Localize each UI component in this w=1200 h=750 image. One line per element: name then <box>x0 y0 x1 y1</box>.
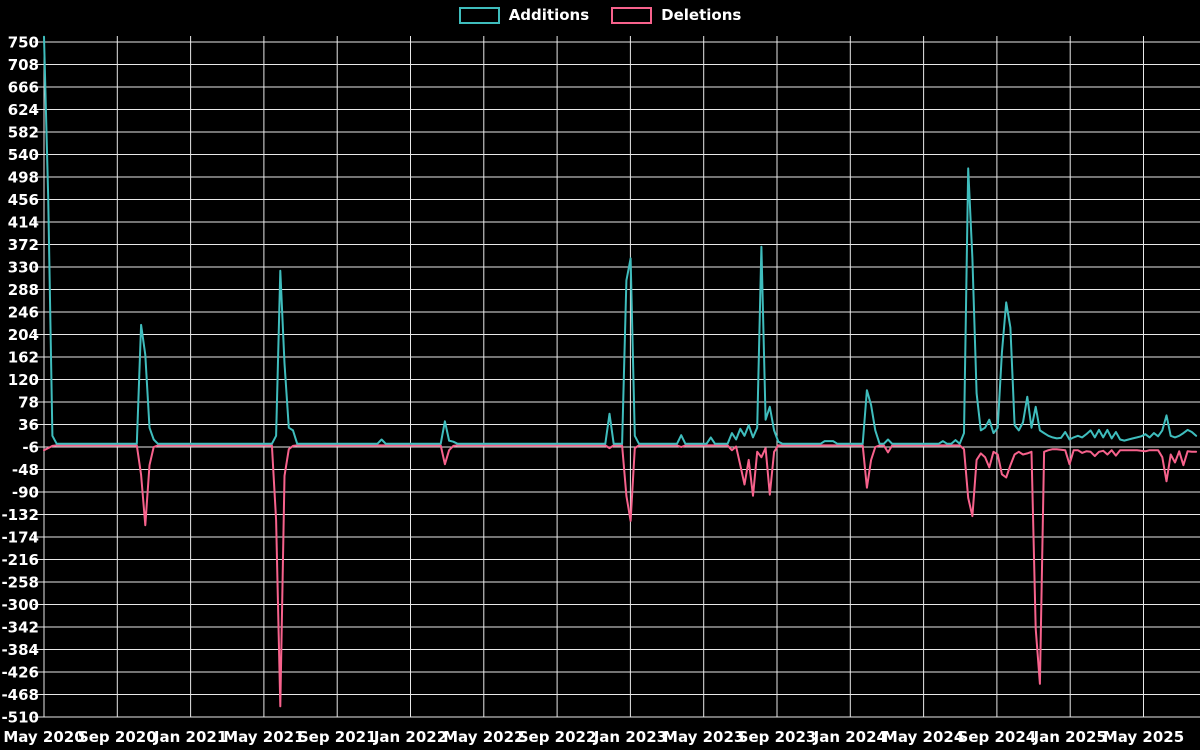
svg-text:624: 624 <box>8 101 39 119</box>
svg-text:456: 456 <box>8 191 39 209</box>
svg-text:Jan 2022: Jan 2022 <box>373 728 447 746</box>
deletions-swatch-icon <box>611 6 653 24</box>
svg-text:-216: -216 <box>1 551 39 569</box>
svg-text:-384: -384 <box>1 641 39 659</box>
svg-text:540: 540 <box>8 146 39 164</box>
svg-text:-132: -132 <box>1 506 39 524</box>
svg-text:Jan 2021: Jan 2021 <box>153 728 227 746</box>
svg-text:-174: -174 <box>1 529 39 547</box>
svg-text:204: 204 <box>8 326 39 344</box>
svg-text:372: 372 <box>8 236 39 254</box>
svg-text:36: 36 <box>18 416 39 434</box>
legend-item-deletions[interactable]: Deletions <box>611 6 741 24</box>
svg-text:Sep 2022: Sep 2022 <box>518 728 597 746</box>
svg-text:666: 666 <box>8 79 39 97</box>
svg-text:330: 330 <box>8 259 39 277</box>
svg-text:May 2021: May 2021 <box>223 728 304 746</box>
svg-text:708: 708 <box>8 56 39 74</box>
svg-text:Sep 2023: Sep 2023 <box>738 728 817 746</box>
svg-text:-426: -426 <box>1 664 39 682</box>
svg-text:Jan 2024: Jan 2024 <box>813 728 887 746</box>
svg-text:Sep 2024: Sep 2024 <box>958 728 1037 746</box>
svg-text:Jan 2023: Jan 2023 <box>593 728 667 746</box>
svg-text:750: 750 <box>8 34 39 52</box>
svg-text:May 2023: May 2023 <box>663 728 744 746</box>
additions-line <box>43 35 1198 445</box>
svg-text:-468: -468 <box>1 686 39 704</box>
additions-swatch-icon <box>458 6 500 24</box>
svg-text:78: 78 <box>18 394 39 412</box>
svg-text:498: 498 <box>8 169 39 187</box>
svg-text:-6: -6 <box>22 439 39 457</box>
svg-text:May 2024: May 2024 <box>883 728 964 746</box>
svg-text:May 2025: May 2025 <box>1103 728 1184 746</box>
svg-text:Jan 2025: Jan 2025 <box>1033 728 1107 746</box>
svg-text:-90: -90 <box>12 484 39 502</box>
svg-text:Sep 2020: Sep 2020 <box>78 728 157 746</box>
svg-text:414: 414 <box>8 214 39 232</box>
svg-text:-510: -510 <box>1 709 39 727</box>
svg-text:May 2022: May 2022 <box>443 728 524 746</box>
svg-text:582: 582 <box>8 124 39 142</box>
svg-text:May 2020: May 2020 <box>3 728 84 746</box>
chart-legend: Additions Deletions <box>0 6 1200 24</box>
deletions-line <box>43 444 1198 708</box>
svg-text:-258: -258 <box>1 574 39 592</box>
svg-text:-342: -342 <box>1 619 39 637</box>
y-axis-tick-labels: 750 708 666 624 582 540 498 456 414 372 330 288 246 2… <box>1 34 39 727</box>
vertical-gridlines <box>43 36 1144 718</box>
svg-text:288: 288 <box>8 281 39 299</box>
svg-text:246: 246 <box>8 304 39 322</box>
svg-text:Sep 2021: Sep 2021 <box>298 728 377 746</box>
svg-text:162: 162 <box>8 349 39 367</box>
deletions-legend-label: Deletions <box>661 6 742 24</box>
svg-text:-300: -300 <box>1 596 39 614</box>
legend-item-additions[interactable]: Additions <box>458 6 590 24</box>
svg-text:120: 120 <box>8 371 39 389</box>
horizontal-gridlines <box>33 41 1200 718</box>
svg-text:-48: -48 <box>12 461 39 479</box>
series-lines <box>43 35 1198 708</box>
additions-legend-label: Additions <box>508 6 590 24</box>
